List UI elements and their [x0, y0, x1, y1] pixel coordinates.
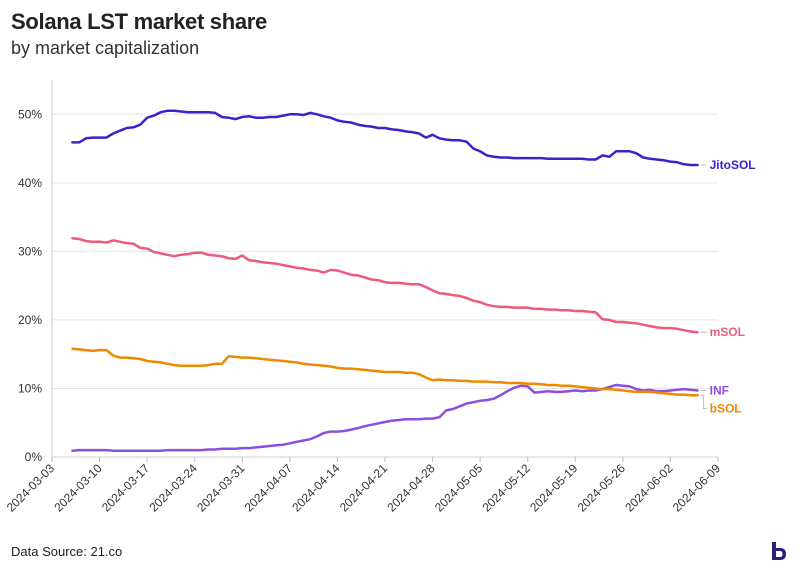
- logo-icon: [772, 542, 786, 560]
- y-tick-label: 50%: [18, 107, 42, 121]
- x-tick-label: 2024-04-07: [242, 461, 296, 515]
- x-tick-label: 2024-05-26: [575, 461, 629, 515]
- series-label-bsol: bSOL: [710, 402, 742, 416]
- series-line-inf: [71, 383, 699, 453]
- x-tick-label: 2024-03-03: [4, 461, 58, 515]
- series-label-jitosol: JitoSOL: [710, 158, 756, 172]
- x-tick-label: 2024-05-19: [527, 461, 581, 515]
- y-tick-label: 0%: [25, 450, 43, 464]
- y-tick-label: 30%: [18, 244, 42, 258]
- grid: [52, 113, 718, 458]
- x-tick-label: 2024-03-31: [194, 461, 248, 515]
- x-tick-label: 2024-05-05: [432, 461, 486, 515]
- series-label-inf: INF: [710, 384, 729, 398]
- series-label-msol: mSOL: [710, 325, 745, 339]
- y-tick-label: 40%: [18, 176, 42, 190]
- x-tick-label: 2024-06-02: [622, 461, 676, 515]
- x-tick-label: 2024-03-17: [99, 461, 153, 515]
- series-line-jitosol: [71, 109, 699, 167]
- y-tick-labels: 0% 10% 20% 30% 40% 50%: [18, 107, 42, 464]
- x-tick-label: 2024-03-10: [51, 461, 105, 515]
- x-ticks: 2024-03-032024-03-102024-03-172024-03-24…: [4, 457, 724, 515]
- x-tick-label: 2024-05-12: [480, 461, 534, 515]
- x-tick-label: 2024-04-21: [337, 461, 391, 515]
- x-tick-label: 2024-06-09: [670, 461, 724, 515]
- x-tick-label: 2024-03-24: [147, 461, 201, 515]
- label-leader: [700, 394, 707, 410]
- series-line-msol: [71, 237, 699, 334]
- series-labels: JitoSOL mSOL INF bSOL: [700, 158, 756, 416]
- x-tick-label: 2024-04-28: [384, 461, 438, 515]
- x-tick-label: 2024-04-14: [289, 461, 343, 515]
- y-tick-label: 10%: [18, 381, 42, 395]
- series-lines: [71, 109, 699, 453]
- chart-title: Solana LST market share: [11, 9, 267, 34]
- chart-subtitle: by market capitalization: [11, 38, 200, 58]
- series-line-bsol: [71, 347, 699, 397]
- y-tick-label: 20%: [18, 313, 42, 327]
- data-source: Data Source: 21.co: [11, 544, 123, 559]
